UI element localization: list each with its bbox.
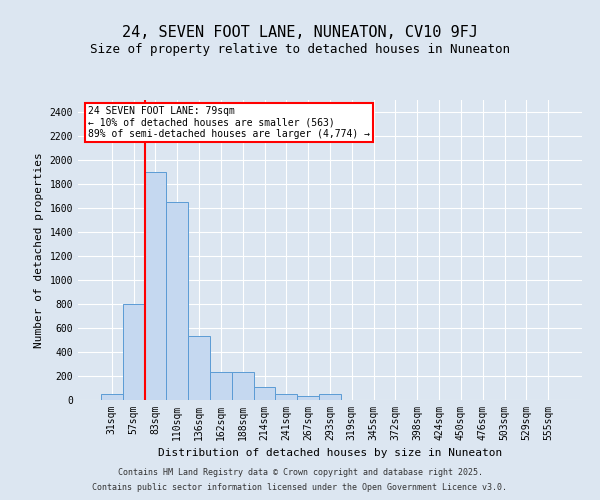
Text: 24, SEVEN FOOT LANE, NUNEATON, CV10 9FJ: 24, SEVEN FOOT LANE, NUNEATON, CV10 9FJ xyxy=(122,25,478,40)
X-axis label: Distribution of detached houses by size in Nuneaton: Distribution of detached houses by size … xyxy=(158,448,502,458)
Bar xyxy=(297,396,319,400)
Bar xyxy=(319,394,341,400)
Text: Size of property relative to detached houses in Nuneaton: Size of property relative to detached ho… xyxy=(90,44,510,57)
Bar xyxy=(210,372,232,400)
Y-axis label: Number of detached properties: Number of detached properties xyxy=(34,152,44,348)
Bar xyxy=(232,372,254,400)
Text: 24 SEVEN FOOT LANE: 79sqm
← 10% of detached houses are smaller (563)
89% of semi: 24 SEVEN FOOT LANE: 79sqm ← 10% of detac… xyxy=(88,106,370,139)
Text: Contains public sector information licensed under the Open Government Licence v3: Contains public sector information licen… xyxy=(92,483,508,492)
Bar xyxy=(145,172,166,400)
Bar xyxy=(188,336,210,400)
Bar xyxy=(254,387,275,400)
Bar xyxy=(275,394,297,400)
Bar xyxy=(166,202,188,400)
Bar xyxy=(123,304,145,400)
Text: Contains HM Land Registry data © Crown copyright and database right 2025.: Contains HM Land Registry data © Crown c… xyxy=(118,468,482,477)
Bar xyxy=(101,394,123,400)
